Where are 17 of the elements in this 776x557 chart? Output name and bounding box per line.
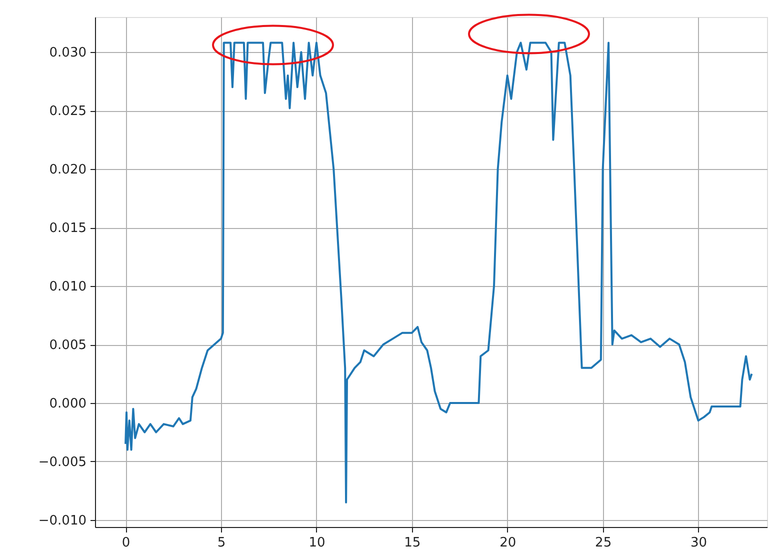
y-tick-label: 0.000 [49, 396, 86, 412]
y-tick-label: 0.010 [49, 280, 86, 295]
y-tick-label: −0.010 [38, 513, 86, 528]
x-tick-label: 15 [404, 536, 421, 550]
y-tick-label: 0.030 [49, 46, 86, 61]
x-tick-label: 20 [500, 536, 516, 550]
y-tick-label: 0.005 [49, 338, 86, 354]
x-tick-label: 25 [595, 536, 612, 550]
y-tick-label: 0.025 [49, 104, 86, 120]
x-tick-label: 30 [690, 536, 708, 550]
x-tick-label: 0 [122, 536, 130, 550]
x-tick-label: 10 [308, 536, 326, 550]
y-tick-label: −0.005 [38, 454, 86, 470]
y-tick-label: 0.020 [49, 162, 86, 178]
x-tick-label: 5 [217, 536, 226, 550]
line-series [124, 42, 753, 504]
y-tick-label: 0.015 [49, 221, 86, 236]
